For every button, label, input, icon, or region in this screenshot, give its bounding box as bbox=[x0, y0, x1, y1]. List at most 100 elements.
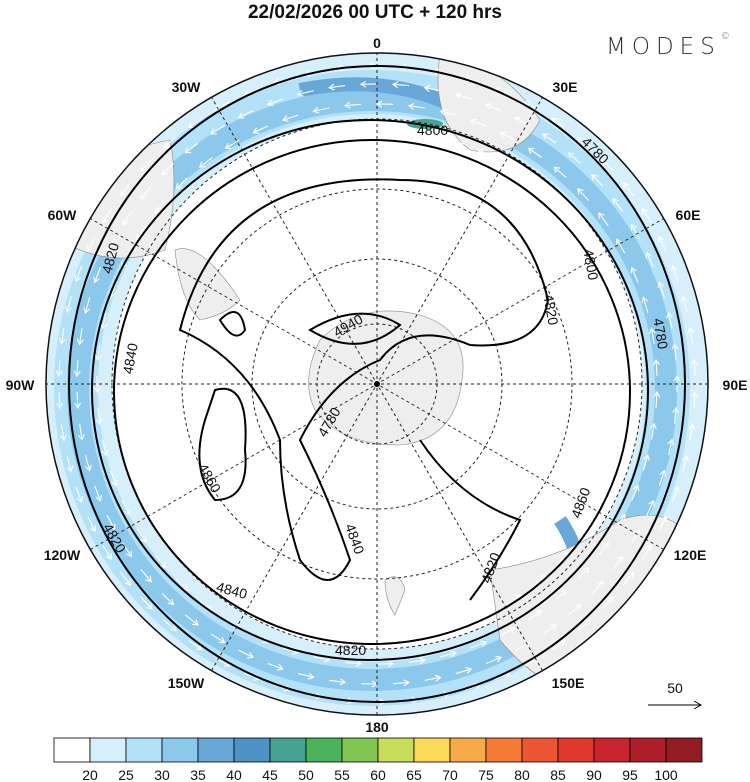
wind-arrow bbox=[161, 163, 174, 176]
colorbar-label: 90 bbox=[586, 767, 602, 782]
wind-arrow bbox=[454, 92, 472, 100]
colorbar-swatch bbox=[305, 737, 343, 763]
wind-arrow bbox=[290, 623, 307, 631]
colorbar-label: 20 bbox=[82, 767, 98, 782]
wind-arrow bbox=[645, 251, 654, 268]
wind-arrow bbox=[95, 407, 103, 425]
wind-arrow bbox=[120, 571, 132, 586]
lon-label-150e: 150E bbox=[552, 675, 585, 691]
wind-arrow bbox=[198, 156, 213, 168]
wind-arrow bbox=[135, 282, 144, 299]
colorbar-swatch bbox=[377, 737, 415, 763]
wind-arrow bbox=[641, 296, 649, 313]
wind-arrow bbox=[74, 265, 83, 283]
wind-arrow bbox=[175, 177, 188, 190]
wind-arrow bbox=[680, 295, 688, 313]
wind-arrow bbox=[477, 148, 494, 158]
lon-label-60w: 60W bbox=[48, 207, 78, 223]
wind-arrow bbox=[577, 566, 590, 580]
wind-arrow bbox=[591, 580, 604, 594]
wind-arrow bbox=[642, 544, 652, 560]
wind-arrow bbox=[106, 514, 116, 531]
colorbar-label: 30 bbox=[154, 767, 170, 782]
colorbar: 20 25 30 35 40 45 50 55 60 65 70 75 80 85 90 95 100 bbox=[53, 737, 703, 782]
wind-arrow bbox=[359, 80, 378, 88]
colorbar-swatch bbox=[161, 737, 199, 763]
wind-arrow bbox=[384, 634, 403, 642]
wind-arrow bbox=[289, 138, 306, 146]
colorbar-label: 60 bbox=[370, 767, 386, 782]
lon-label-90e: 90E bbox=[723, 377, 748, 393]
lon-label-120e: 120E bbox=[674, 547, 707, 563]
wind-arrow bbox=[595, 253, 605, 269]
wind-arrow bbox=[499, 131, 515, 141]
wind-arrow bbox=[391, 81, 409, 89]
wind-arrow bbox=[630, 223, 641, 239]
wind-arrow bbox=[616, 513, 626, 529]
wind-arrow bbox=[650, 422, 657, 440]
wind-arrow bbox=[125, 312, 133, 330]
wind-arrow bbox=[165, 527, 177, 542]
colorbar-label: 50 bbox=[298, 767, 314, 782]
wind-arrow bbox=[646, 499, 655, 516]
wind-arrow bbox=[691, 391, 699, 409]
wind-arrow bbox=[657, 235, 667, 252]
lon-label-30w: 30W bbox=[172, 79, 202, 95]
wind-arrow bbox=[267, 662, 284, 671]
colorbar-label: 85 bbox=[550, 767, 566, 782]
wind-arrow bbox=[344, 101, 362, 109]
wind-arrow bbox=[591, 173, 604, 187]
wind-arrow bbox=[154, 554, 166, 569]
wind-arrow bbox=[119, 182, 131, 197]
wind-arrow bbox=[598, 541, 609, 556]
wind-arrow bbox=[682, 454, 690, 472]
wind-arrow bbox=[542, 624, 557, 635]
colorbar-label: 70 bbox=[442, 767, 458, 782]
wind-arrow bbox=[416, 630, 434, 638]
wind-arrow bbox=[478, 610, 494, 619]
wind-arrow bbox=[266, 98, 283, 107]
height-contours bbox=[68, 65, 686, 703]
wind-arrow bbox=[127, 439, 135, 457]
wind-arrow bbox=[408, 657, 426, 665]
wind-arrow bbox=[631, 484, 640, 501]
wind-arrow bbox=[162, 137, 177, 149]
contour-label: 4820 bbox=[99, 241, 123, 275]
map-disk: 4800 4780 4780 4800 4820 4860 4820 4820 … bbox=[46, 53, 708, 715]
wind-arrow bbox=[657, 281, 665, 298]
wind-arrow bbox=[619, 311, 627, 329]
wind-arrow bbox=[188, 639, 203, 651]
colorbar-label: 40 bbox=[226, 767, 242, 782]
wind-arrow bbox=[121, 211, 132, 226]
wind-arrow bbox=[66, 455, 74, 473]
wind-arrow bbox=[252, 125, 269, 134]
colorbar-swatch bbox=[197, 737, 235, 763]
wind-arrow bbox=[383, 125, 402, 133]
wind-arrow bbox=[106, 238, 115, 254]
wind-arrow bbox=[630, 528, 641, 544]
wind-arrow bbox=[671, 343, 679, 361]
wind-arrow bbox=[601, 158, 614, 172]
lon-label-120w: 120W bbox=[44, 547, 81, 563]
colorbar-swatch bbox=[593, 737, 631, 763]
wind-arrow bbox=[671, 485, 680, 503]
wind-arrow bbox=[95, 344, 102, 362]
modes-logo: MODES© bbox=[606, 32, 730, 60]
wind-arrow bbox=[687, 326, 695, 344]
wind-arrow bbox=[140, 186, 152, 200]
contour-label: 4840 bbox=[342, 521, 368, 556]
wind-arrow bbox=[260, 149, 276, 158]
colorbar-label: 80 bbox=[514, 767, 530, 782]
wind-arrow bbox=[122, 542, 133, 558]
wind-arrow bbox=[207, 574, 222, 587]
lon-label-90w: 90W bbox=[6, 377, 36, 393]
wind-arrow bbox=[439, 109, 457, 116]
wind-arrow bbox=[375, 100, 394, 108]
wind-arrow bbox=[136, 470, 145, 487]
wind-arrow bbox=[140, 158, 153, 172]
wind-arrow bbox=[161, 592, 175, 606]
wind-arrow bbox=[553, 589, 568, 602]
wind-arrow bbox=[56, 392, 64, 410]
colorbar-swatch bbox=[89, 737, 127, 763]
wind-arrow bbox=[642, 208, 652, 223]
